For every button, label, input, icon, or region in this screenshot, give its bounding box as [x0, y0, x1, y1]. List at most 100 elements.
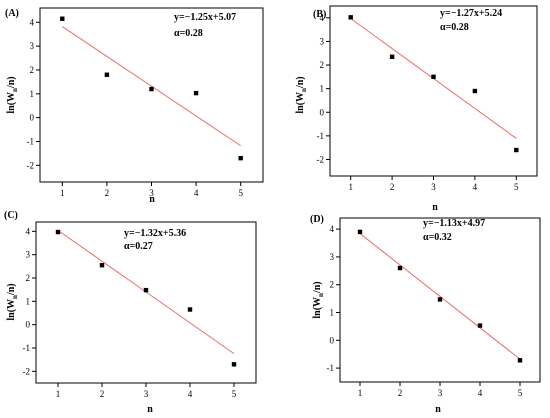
y-tick-label: 3 — [30, 41, 35, 51]
y-axis-title-end: /n) — [295, 76, 306, 89]
y-tick-label: 4 — [320, 13, 325, 23]
y-tick-label: 1 — [26, 296, 31, 306]
y-tick-label: 2 — [330, 280, 335, 290]
y-tick-label: -2 — [317, 154, 325, 164]
fit-line — [359, 233, 521, 360]
y-axis-title-main: ln(W — [6, 92, 17, 114]
y-tick-label: -1 — [23, 343, 31, 353]
y-axis-title-sub: n — [317, 293, 325, 297]
x-tick-label: 4 — [473, 182, 478, 192]
y-tick-label: 3 — [330, 252, 335, 262]
y-axis-title-sub: n — [300, 88, 308, 92]
data-point — [514, 147, 519, 153]
y-tick-label: 2 — [26, 273, 31, 283]
plot-frame — [329, 5, 538, 177]
y-axis-title: ln(Wn/n) — [312, 281, 325, 318]
y-tick-label: -1 — [27, 136, 35, 146]
x-tick-label: 2 — [100, 389, 105, 399]
panel-label: (D) — [310, 214, 324, 225]
x-tick-label: 2 — [105, 188, 110, 198]
data-point — [55, 229, 61, 235]
x-tick-label: 4 — [188, 389, 193, 399]
x-tick-label: 1 — [358, 388, 363, 398]
data-point — [60, 16, 65, 21]
y-axis-title-end: /n) — [6, 76, 17, 89]
panel-label: (B) — [313, 9, 326, 20]
y-axis-title-main: ln(W — [312, 297, 323, 319]
x-tick-label: 5 — [238, 188, 243, 198]
data-point — [397, 265, 403, 271]
data-point — [238, 155, 243, 161]
fit-equation: y=−1.13x+4.97 — [423, 218, 485, 229]
y-tick-label: 1 — [330, 308, 335, 318]
y-axis-title-end: /n) — [312, 281, 323, 294]
alpha-value: α=0.27 — [124, 241, 153, 252]
x-tick-label: 1 — [60, 188, 65, 198]
y-axis-title: ln(Wn/n) — [6, 76, 19, 113]
x-tick-label: 5 — [232, 389, 237, 399]
x-tick-label: 2 — [390, 182, 395, 192]
alpha-value: α=0.28 — [440, 22, 469, 33]
x-tick-label: 1 — [348, 182, 353, 192]
y-tick-label: 4 — [26, 226, 31, 236]
x-axis-title: n — [432, 202, 438, 213]
y-tick-label: -1 — [327, 363, 335, 373]
y-axis-title-sub: n — [11, 88, 19, 92]
x-tick-label: 2 — [398, 388, 403, 398]
y-tick-label: 0 — [320, 107, 325, 117]
x-tick-label: 3 — [431, 182, 436, 192]
y-tick-label: 2 — [320, 60, 325, 70]
y-tick-label: 0 — [26, 320, 31, 330]
y-tick-label: 1 — [30, 89, 35, 99]
alpha-value: α=0.28 — [174, 28, 203, 39]
y-tick-label: 2 — [30, 65, 35, 75]
chart-panel-3: 1 2 3 4 5-2-101234(C)y=−1.32x+5.36α=0.27nln(… — [4, 210, 257, 415]
x-axis-title: n — [149, 194, 155, 205]
x-axis-title: n — [147, 404, 153, 415]
panel-label: (A) — [5, 8, 19, 19]
y-axis-title: ln(Wn/n) — [295, 76, 308, 113]
data-point — [472, 88, 478, 94]
data-point — [99, 262, 105, 268]
fit-equation: y=−1.25x+5.07 — [174, 12, 236, 23]
x-tick-label: 5 — [518, 388, 523, 398]
y-axis-title-main: ln(W — [6, 299, 17, 321]
data-point — [357, 229, 363, 235]
fit-line — [62, 26, 241, 147]
y-axis-title-sub: n — [11, 295, 19, 299]
y-tick-label: 0 — [330, 335, 335, 345]
data-point — [517, 358, 523, 363]
y-tick-label: 0 — [30, 113, 35, 123]
alpha-value: α=0.32 — [423, 232, 452, 243]
x-tick-label: 3 — [144, 389, 149, 399]
data-point — [431, 74, 436, 80]
data-point — [437, 297, 443, 302]
data-point — [187, 307, 193, 312]
data-point — [389, 54, 395, 59]
data-point — [348, 15, 353, 20]
y-tick-label: -2 — [23, 366, 31, 376]
fit-equation: y=−1.27x+5.24 — [440, 8, 502, 19]
x-tick-label: 1 — [56, 389, 61, 399]
data-point — [231, 362, 237, 367]
y-tick-label: 4 — [30, 17, 35, 27]
y-tick-label: -2 — [27, 160, 35, 170]
y-axis-title-main: ln(W — [295, 92, 306, 114]
data-point — [104, 72, 110, 77]
x-axis-title: n — [435, 404, 441, 415]
x-tick-label: 3 — [149, 188, 154, 198]
y-tick-label: 3 — [320, 36, 325, 46]
y-tick-label: -1 — [317, 131, 325, 141]
y-tick-label: 4 — [330, 224, 335, 234]
x-tick-label: 4 — [478, 388, 483, 398]
panel-label: (C) — [4, 210, 18, 221]
y-axis-title-end: /n) — [6, 283, 17, 296]
x-tick-label: 3 — [438, 388, 443, 398]
y-axis-title: ln(Wn/n) — [6, 283, 19, 320]
data-point — [143, 287, 149, 293]
data-point — [149, 86, 154, 92]
